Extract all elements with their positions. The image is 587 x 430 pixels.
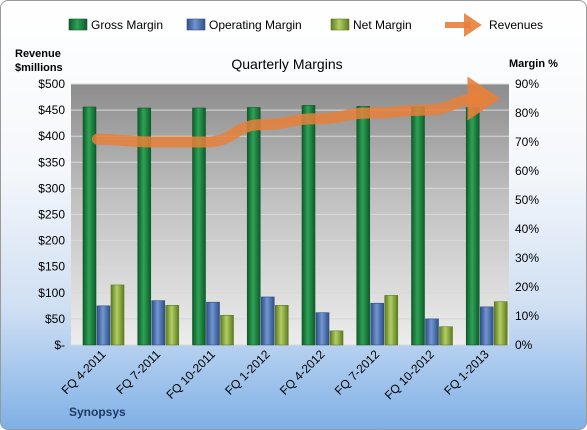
company-label: Synopsys: [69, 405, 126, 419]
left-tick-label: $200: [38, 234, 65, 248]
bar-net-margin: [329, 330, 344, 346]
legend-label-gross-margin: Gross Margin: [91, 18, 163, 32]
right-tick-label: 70%: [515, 135, 539, 149]
right-tick-label: 60%: [515, 164, 539, 178]
bar-net-margin: [439, 326, 453, 346]
left-axis-title-line2: $millions: [15, 62, 63, 74]
left-axis-ticks: $- $50 $100 $150 $200 $250 $300 $350 $400 $450 $50…: [38, 77, 65, 352]
right-axis-title: Margin %: [509, 58, 558, 70]
x-tick-label: FQ 4-2011: [59, 347, 109, 397]
x-tick-label: FQ 7-2011: [113, 347, 163, 397]
legend-swatch-net-margin: [330, 18, 350, 31]
bar-operating-margin: [151, 300, 166, 346]
left-tick-label: $250: [38, 208, 65, 222]
left-axis-title-line1: Revenue: [15, 48, 61, 60]
bar-gross-margin: [301, 105, 316, 346]
bar-net-margin: [110, 284, 125, 346]
left-tick-label: $500: [38, 77, 65, 91]
bar-net-margin: [493, 301, 508, 346]
bar-gross-margin: [465, 107, 480, 346]
right-tick-label: 40%: [515, 222, 539, 236]
x-tick-label: FQ 7-2012: [332, 347, 383, 398]
left-tick-label: $150: [38, 260, 65, 274]
bar-operating-margin: [206, 301, 220, 346]
bar-net-margin: [274, 305, 289, 346]
right-tick-label: 10%: [515, 309, 539, 323]
legend-swatch-operating-margin: [186, 18, 206, 31]
left-tick-label: $350: [38, 155, 65, 169]
bar-gross-margin: [246, 107, 261, 346]
right-tick-label: 50%: [515, 193, 539, 207]
bar-operating-margin: [260, 296, 275, 346]
bar-gross-margin: [82, 106, 97, 346]
bar-operating-margin: [96, 305, 111, 346]
bar-gross-margin: [137, 107, 152, 346]
left-tick-label: $50: [45, 312, 65, 326]
right-tick-label: 80%: [515, 106, 539, 120]
x-tick-label: FQ 1-2013: [441, 347, 492, 398]
legend-label-revenues: Revenues: [489, 18, 543, 32]
legend-label-net-margin: Net Margin: [353, 18, 412, 32]
bar-operating-margin: [425, 318, 439, 346]
bar-net-margin: [220, 314, 234, 346]
revenues-line: [91, 76, 501, 148]
right-tick-label: 30%: [515, 251, 539, 265]
bar-series: [82, 105, 508, 346]
bar-operating-margin: [315, 312, 330, 346]
right-tick-label: 20%: [515, 280, 539, 294]
left-tick-label: $-: [54, 338, 65, 352]
right-axis-ticks: 0% 10% 20% 30% 40% 50% 60% 70% 80% 90%: [515, 77, 539, 352]
revenues-line-path: [91, 76, 501, 148]
right-tick-label: 90%: [515, 77, 539, 91]
x-tick-label: FQ 10-2012: [382, 347, 437, 402]
left-tick-label: $100: [38, 286, 65, 300]
bar-net-margin: [384, 295, 399, 346]
x-axis-ticks: FQ 4-2011 FQ 7-2011 FQ 10-2011 FQ 1-2012 FQ …: [59, 347, 492, 402]
right-tick-label: 0%: [515, 338, 533, 352]
bar-gross-margin: [192, 107, 206, 346]
bar-net-margin: [165, 305, 180, 346]
left-tick-label: $300: [38, 181, 65, 195]
left-tick-label: $450: [38, 103, 65, 117]
bar-gross-margin: [356, 106, 371, 346]
bar-operating-margin: [479, 306, 494, 346]
legend-swatch-gross-margin: [68, 18, 88, 31]
x-tick-label: FQ 4-2012: [277, 347, 328, 398]
bar-operating-margin: [370, 302, 385, 346]
chart-title: Quarterly Margins: [231, 56, 342, 72]
left-tick-label: $400: [38, 129, 65, 143]
bar-gross-margin: [411, 106, 425, 346]
legend-label-operating-margin: Operating Margin: [209, 18, 302, 32]
x-tick-label: FQ 10-2011: [163, 347, 218, 402]
x-tick-label: FQ 1-2012: [222, 347, 273, 398]
legend: Gross Margin Operating Margin Net Margin…: [68, 13, 543, 37]
